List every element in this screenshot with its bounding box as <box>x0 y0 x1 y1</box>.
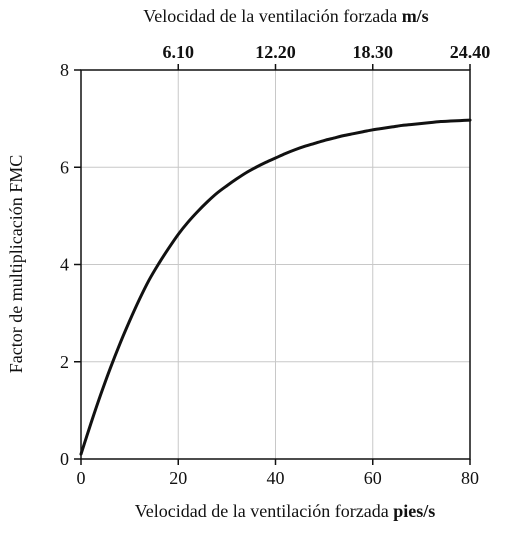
top-axis-title-text: Velocidad de la ventilación forzada <box>143 6 397 26</box>
bottom-axis-unit: pies/s <box>393 501 435 521</box>
x-tick-label: 0 <box>77 468 86 488</box>
y-tick-label: 8 <box>60 60 69 80</box>
series-line <box>79 118 472 456</box>
y-axis-ticks: 0 2 4 6 8 <box>60 60 81 469</box>
top-x-tick-label: 18.30 <box>353 42 394 62</box>
y-tick-label: 4 <box>60 255 69 275</box>
top-x-tick-label: 12.20 <box>255 42 296 62</box>
y-tick-label: 6 <box>60 157 69 177</box>
top-x-tick-label: 6.10 <box>163 42 195 62</box>
x-tick-label: 20 <box>169 468 187 488</box>
top-x-axis-ticks: 6.10 12.20 18.30 24.40 <box>163 42 491 70</box>
top-x-tick-label: 24.40 <box>450 42 491 62</box>
bottom-axis-title-text: Velocidad de la ventilación forzada <box>135 501 389 521</box>
x-tick-label: 80 <box>461 468 479 488</box>
bottom-axis-title: Velocidad de la ventilación forzada pies… <box>135 501 435 521</box>
x-tick-label: 60 <box>364 468 382 488</box>
y-axis-title: Factor de multiplicación FMC <box>6 155 26 373</box>
top-axis-unit: m/s <box>402 6 429 26</box>
x-axis-ticks: 0 20 40 60 80 <box>77 459 479 488</box>
y-tick-label: 2 <box>60 352 69 372</box>
x-tick-label: 40 <box>267 468 285 488</box>
y-tick-label: 0 <box>60 449 69 469</box>
grid-lines <box>81 70 470 459</box>
top-axis-title: Velocidad de la ventilación forzada m/s <box>143 6 428 26</box>
